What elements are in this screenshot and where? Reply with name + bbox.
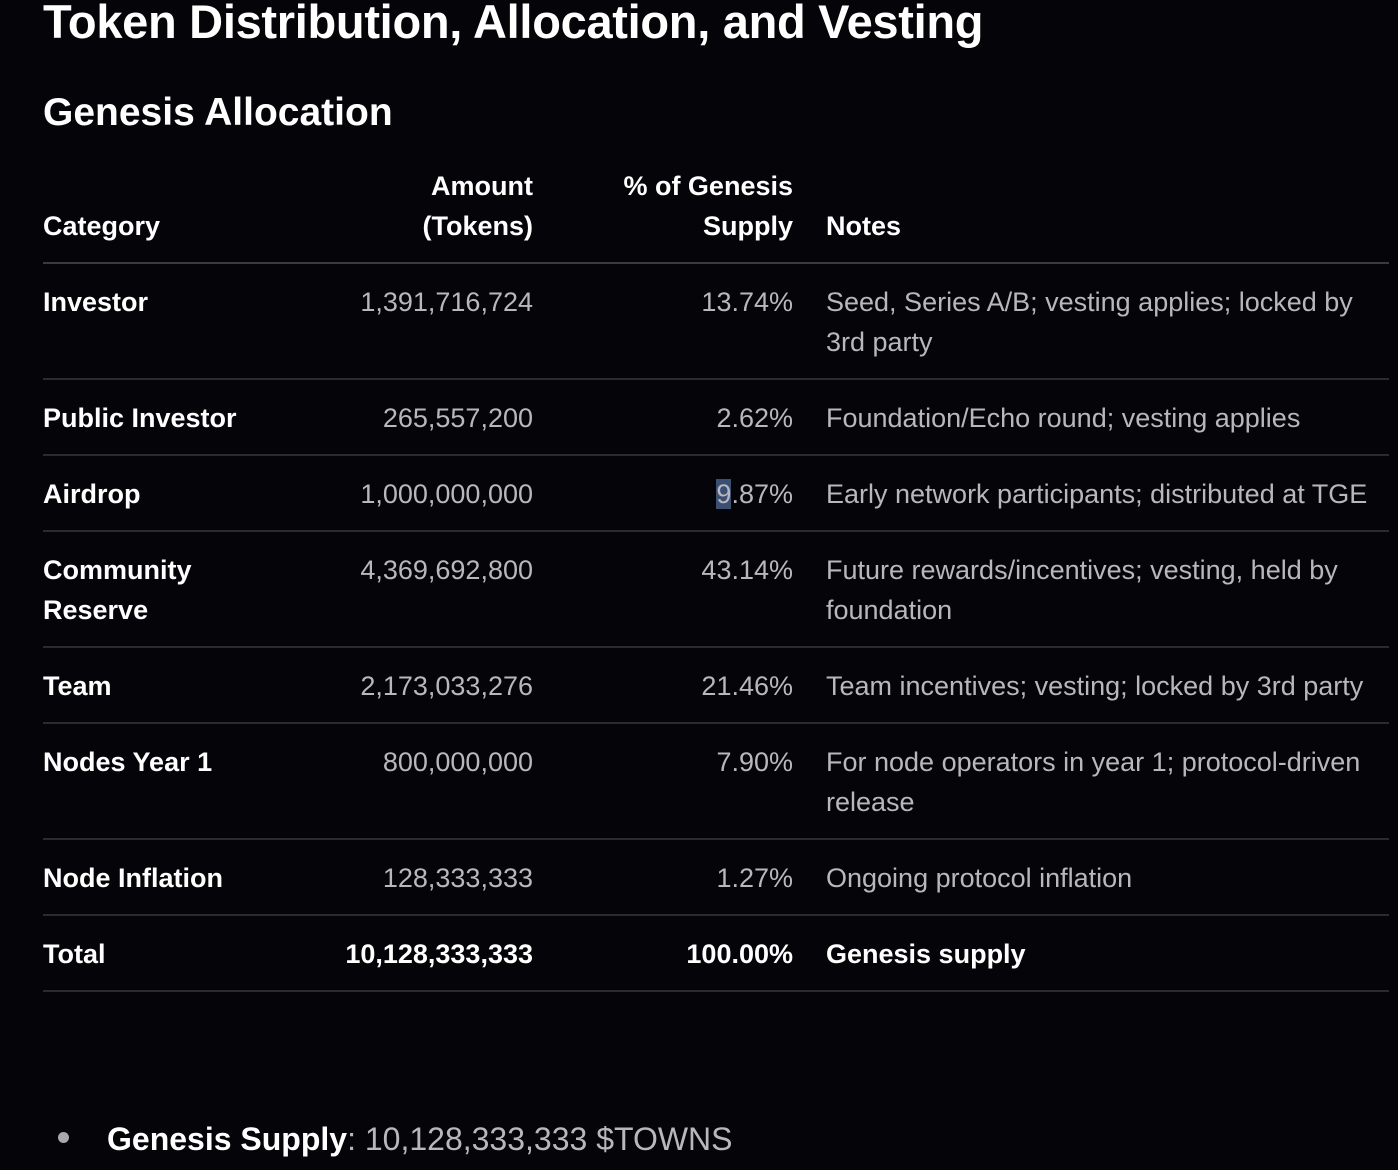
row-amount: 1,391,716,724	[283, 263, 533, 380]
row-percent: 2.62%	[533, 379, 793, 456]
row-percent: 21.46%	[533, 647, 793, 724]
total-amount: 10,128,333,333	[283, 915, 533, 992]
table-row: Nodes Year 1 800,000,000 7.90% For node …	[43, 723, 1389, 840]
table-total-row: Total 10,128,333,333 100.00% Genesis sup…	[43, 915, 1389, 992]
row-notes: Early network participants; distributed …	[793, 455, 1389, 532]
row-notes: Ongoing protocol inflation	[793, 839, 1389, 916]
section-title: Genesis Allocation	[43, 91, 393, 134]
bullet-dot-icon	[58, 1132, 69, 1144]
row-amount: 800,000,000	[283, 723, 533, 840]
table-row: Team 2,173,033,276 21.46% Team incentive…	[43, 647, 1389, 724]
table-row: Node Inflation 128,333,333 1.27% Ongoing…	[43, 839, 1389, 916]
row-percent-rest: .87%	[731, 479, 793, 509]
row-category: Nodes Year 1	[43, 723, 283, 840]
header-amount-line2: (Tokens)	[422, 211, 533, 241]
row-category: Node Inflation	[43, 839, 283, 916]
row-category: Airdrop	[43, 455, 283, 532]
total-category: Total	[43, 915, 283, 992]
bullet-value: 10,128,333,333 $TOWNS	[364, 1121, 733, 1157]
row-amount: 2,173,033,276	[283, 647, 533, 724]
row-amount: 1,000,000,000	[283, 455, 533, 532]
table-row: Public Investor 265,557,200 2.62% Founda…	[43, 379, 1389, 456]
row-amount: 128,333,333	[283, 839, 533, 916]
page-title: Token Distribution, Allocation, and Vest…	[43, 0, 984, 48]
row-category: Investor	[43, 263, 283, 380]
genesis-allocation-table: Category Amount (Tokens) % of Genesis Supp…	[43, 160, 1389, 992]
row-notes: Future rewards/incentives; vesting, held…	[793, 531, 1389, 648]
row-percent: 1.27%	[533, 839, 793, 916]
row-percent: 43.14%	[533, 531, 793, 648]
row-notes: Seed, Series A/B; vesting applies; locke…	[793, 263, 1389, 380]
row-amount: 265,557,200	[283, 379, 533, 456]
row-percent: 9.87%	[533, 455, 793, 532]
bullet-label: Genesis Supply	[107, 1121, 348, 1157]
table-row: Community Reserve 4,369,692,800 43.14% F…	[43, 531, 1389, 648]
text-selection-highlight[interactable]: 9	[716, 479, 732, 509]
header-percent: % of Genesis Supply	[533, 160, 793, 264]
table-row: Airdrop 1,000,000,000 9.87% Early networ…	[43, 455, 1389, 532]
row-percent: 13.74%	[533, 263, 793, 380]
table-header-row: Category Amount (Tokens) % of Genesis Supp…	[43, 160, 1389, 264]
row-notes: For node operators in year 1; protocol-d…	[793, 723, 1389, 840]
header-amount: Amount (Tokens)	[283, 160, 533, 264]
row-category: Public Investor	[43, 379, 283, 456]
header-percent-line2: Supply	[702, 211, 793, 241]
row-notes: Team incentives; vesting; locked by 3rd …	[793, 647, 1389, 724]
total-percent: 100.00%	[533, 915, 793, 992]
row-percent: 7.90%	[533, 723, 793, 840]
genesis-supply-bullet: Genesis Supply: 10,128,333,333 $TOWNS	[58, 1118, 733, 1160]
row-category: Team	[43, 647, 283, 724]
row-category: Community Reserve	[43, 531, 283, 648]
header-category: Category	[43, 160, 283, 264]
bullet-separator: :	[347, 1121, 365, 1157]
row-amount: 4,369,692,800	[283, 531, 533, 648]
header-notes: Notes	[793, 160, 1389, 264]
total-notes: Genesis supply	[793, 915, 1389, 992]
header-percent-line1: % of Genesis	[623, 171, 793, 201]
row-notes: Foundation/Echo round; vesting applies	[793, 379, 1389, 456]
table-row: Investor 1,391,716,724 13.74% Seed, Seri…	[43, 263, 1389, 380]
header-amount-line1: Amount	[431, 171, 533, 201]
